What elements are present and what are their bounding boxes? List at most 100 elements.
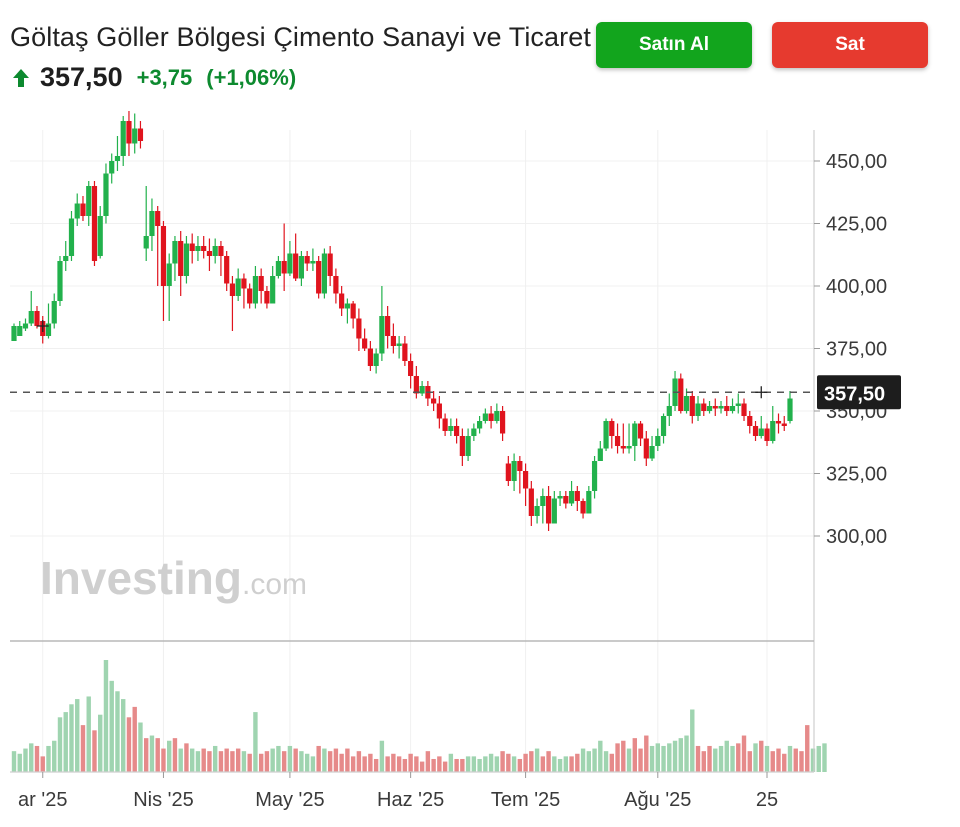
x-tick-label: May '25 (255, 789, 324, 811)
candle (183, 236, 190, 284)
candle (310, 248, 316, 271)
candle (637, 421, 644, 446)
candle (649, 436, 655, 461)
candle (132, 113, 138, 154)
volume-bar (40, 756, 45, 772)
volume-bar (822, 743, 827, 772)
volume-bar (534, 748, 540, 772)
volume-bar (201, 748, 206, 772)
candle (528, 481, 534, 526)
volume-bar (655, 743, 660, 772)
volume-bar (327, 751, 333, 772)
candle (442, 413, 448, 436)
candle (327, 246, 333, 286)
volume-bar (207, 751, 212, 772)
volume-bar (189, 748, 195, 772)
volume-bar (707, 745, 712, 772)
candle (678, 373, 684, 414)
candle (586, 486, 592, 514)
volume-bar (368, 753, 373, 772)
buy-button[interactable]: Satın Al (596, 22, 752, 68)
candle (178, 231, 184, 296)
volume-bar (92, 730, 97, 772)
candle (45, 303, 52, 339)
volume-bar (235, 748, 241, 772)
volume-bar (425, 751, 431, 772)
volume-bar (98, 714, 103, 772)
price-chart[interactable]: Investing .com 300,00325,00350,00375,004… (0, 110, 960, 827)
candle (413, 366, 419, 399)
price-change: +3,75 (136, 64, 193, 90)
candle (454, 418, 460, 444)
sell-button[interactable]: Sat (772, 22, 928, 68)
volume-bar (787, 745, 793, 772)
volume-bar (402, 758, 408, 772)
candle (149, 198, 155, 251)
volume-bar (517, 758, 523, 772)
candle (712, 398, 718, 416)
candle (356, 308, 362, 351)
candle (74, 193, 80, 226)
y-axis-labels: 300,00325,00350,00375,00400,00425,00450,… (814, 110, 887, 548)
candle (706, 401, 713, 414)
candle (252, 266, 259, 309)
volume-bar (373, 758, 379, 772)
candle (488, 406, 494, 429)
volume-bar (477, 758, 482, 772)
candle (120, 116, 126, 166)
last-price-box (817, 375, 901, 410)
volume-bar (167, 740, 172, 772)
volume-bar (713, 748, 718, 772)
volume-bar (644, 735, 649, 772)
volume-bar (598, 740, 603, 772)
candle (137, 121, 144, 149)
candle (540, 488, 546, 524)
volume-bar (718, 745, 724, 772)
volume-bar (724, 740, 729, 772)
volume-bar (672, 740, 678, 772)
y-tick-label: 425,00 (826, 214, 887, 236)
volume-bar (29, 743, 34, 772)
volume-bar (419, 761, 425, 772)
volume-bar (580, 748, 586, 772)
candle (247, 283, 253, 309)
candle (591, 456, 598, 499)
candle (643, 431, 649, 466)
volume-bar (316, 745, 321, 772)
candle (321, 248, 327, 299)
candle (155, 206, 161, 286)
volume-bar (379, 740, 385, 772)
volume-bar (764, 745, 770, 772)
candle (574, 486, 580, 511)
candle (304, 251, 310, 271)
candle (614, 423, 621, 454)
candle (666, 393, 672, 426)
candle (195, 236, 201, 261)
volume-bar (701, 751, 706, 772)
volume-bar (310, 756, 316, 772)
volume-bar (345, 748, 350, 772)
candle (494, 403, 500, 424)
watermark: Investing .com (40, 552, 307, 604)
volume-bar (609, 753, 615, 772)
chart-axes (10, 130, 815, 773)
volume-bar (741, 735, 747, 772)
candle (620, 423, 626, 454)
candle (557, 491, 563, 506)
volume-bar (333, 748, 339, 772)
candle (396, 336, 402, 359)
candle (517, 456, 523, 494)
volume-bar (247, 753, 252, 772)
volume-bar (540, 756, 546, 772)
candle (68, 211, 75, 261)
volume-bar (86, 696, 91, 772)
volume-bar (161, 748, 166, 772)
candle (390, 323, 396, 354)
volume-bar (759, 740, 764, 772)
candle (344, 298, 350, 324)
volume-bars (11, 660, 827, 772)
volume-bar (281, 751, 287, 772)
candle (787, 391, 793, 424)
candle (724, 396, 730, 416)
volume-bar (460, 758, 465, 772)
